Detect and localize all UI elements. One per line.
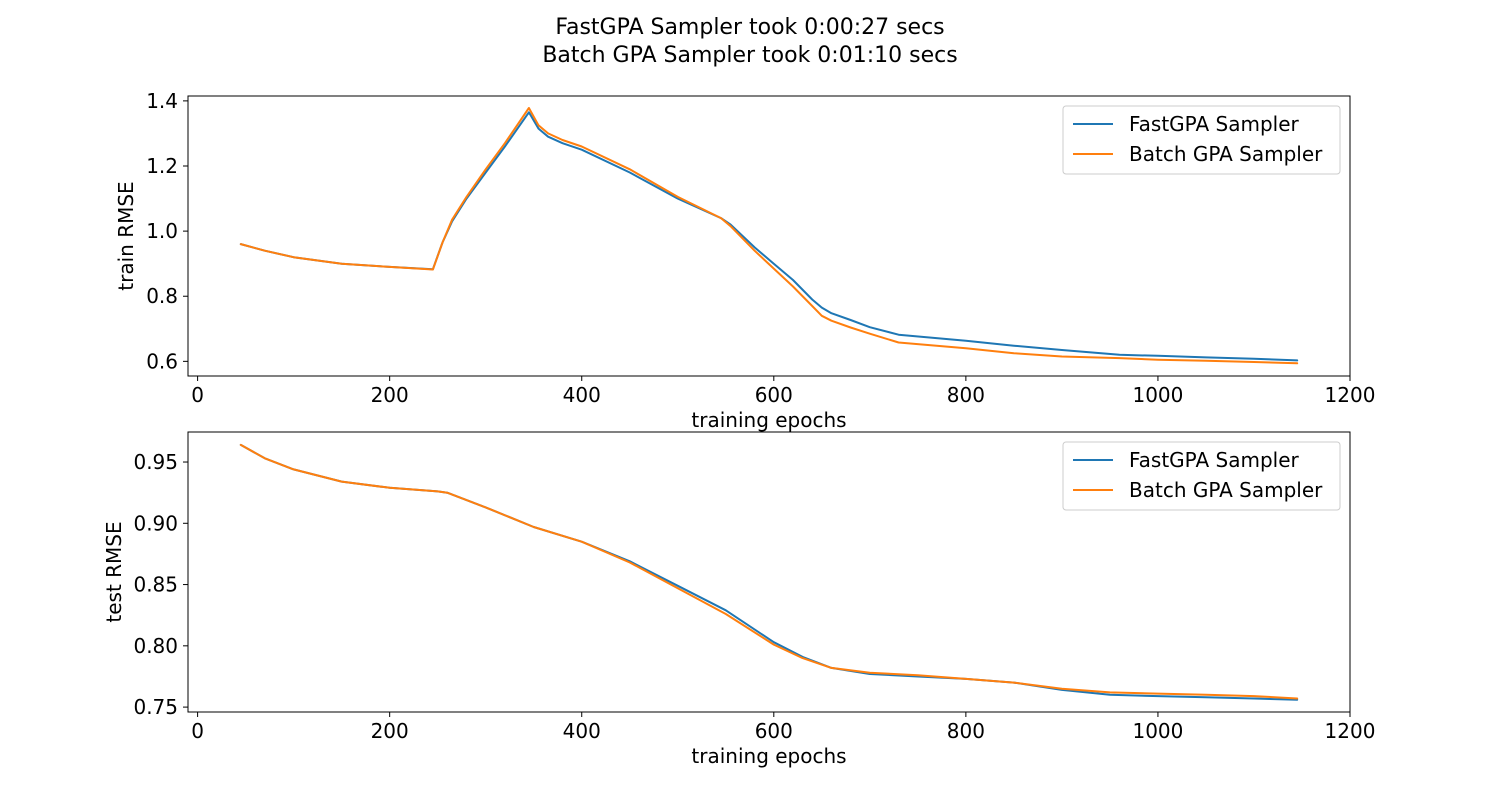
legend-label: Batch GPA Sampler <box>1129 478 1323 502</box>
figure-title-line2: Batch GPA Sampler took 0:01:10 secs <box>542 43 957 68</box>
y-axis-label: test RMSE <box>102 521 126 622</box>
y-tick-label: 0.80 <box>133 634 178 658</box>
x-tick-label: 800 <box>947 719 985 743</box>
x-tick-label: 1200 <box>1325 719 1376 743</box>
series-lines <box>239 443 1299 701</box>
x-tick-label: 1000 <box>1132 719 1183 743</box>
train-rmse-panel: 0 200 400 600 800 1000 1200 0.6 0.8 1.0 1.2 1.4 trai… <box>114 89 1375 432</box>
legend-label: FastGPA Sampler <box>1129 112 1299 136</box>
y-tick-label: 1.2 <box>146 154 178 178</box>
series-line-batch-gpa <box>239 443 1299 700</box>
x-tick-label: 600 <box>755 719 793 743</box>
axes-frame <box>187 431 1351 713</box>
figure-title-line1: FastGPA Sampler took 0:00:27 secs <box>555 15 944 40</box>
y-tick-label: 1.0 <box>146 219 178 243</box>
series-lines <box>239 107 1299 365</box>
y-axis-label: train RMSE <box>114 181 138 290</box>
legend-box <box>1062 441 1341 511</box>
x-tick-label: 1000 <box>1132 383 1183 407</box>
x-tick-label: 0 <box>191 719 204 743</box>
axes-frame <box>187 95 1351 377</box>
x-tick-label: 800 <box>947 383 985 407</box>
legend-label: Batch GPA Sampler <box>1129 142 1323 166</box>
x-tick-label: 400 <box>563 719 601 743</box>
y-tick-label: 0.85 <box>133 573 178 597</box>
x-tick-label: 1200 <box>1325 383 1376 407</box>
legend-label: FastGPA Sampler <box>1129 448 1299 472</box>
y-tick-label: 0.8 <box>146 284 178 308</box>
x-axis-label: training epochs <box>691 744 846 768</box>
test-rmse-panel: 0 200 400 600 800 1000 1200 0.75 0.80 0.85 0.90 0.9… <box>102 431 1376 768</box>
x-tick-label: 0 <box>191 383 204 407</box>
y-tick-label: 0.90 <box>133 511 178 535</box>
y-tick-label: 1.4 <box>146 89 178 113</box>
legend: FastGPA Sampler Batch GPA Sampler <box>1062 441 1341 511</box>
y-tick-label: 0.75 <box>133 695 178 719</box>
x-tick-label: 400 <box>563 383 601 407</box>
y-tick-label: 0.95 <box>133 450 178 474</box>
legend: FastGPA Sampler Batch GPA Sampler <box>1062 105 1341 175</box>
legend-box <box>1062 105 1341 175</box>
y-tick-label: 0.6 <box>146 349 178 373</box>
x-axis-label: training epochs <box>691 408 846 432</box>
x-tick-label: 200 <box>371 719 409 743</box>
x-tick-label: 600 <box>755 383 793 407</box>
x-tick-label: 200 <box>371 383 409 407</box>
series-line-batch-gpa <box>239 107 1299 365</box>
